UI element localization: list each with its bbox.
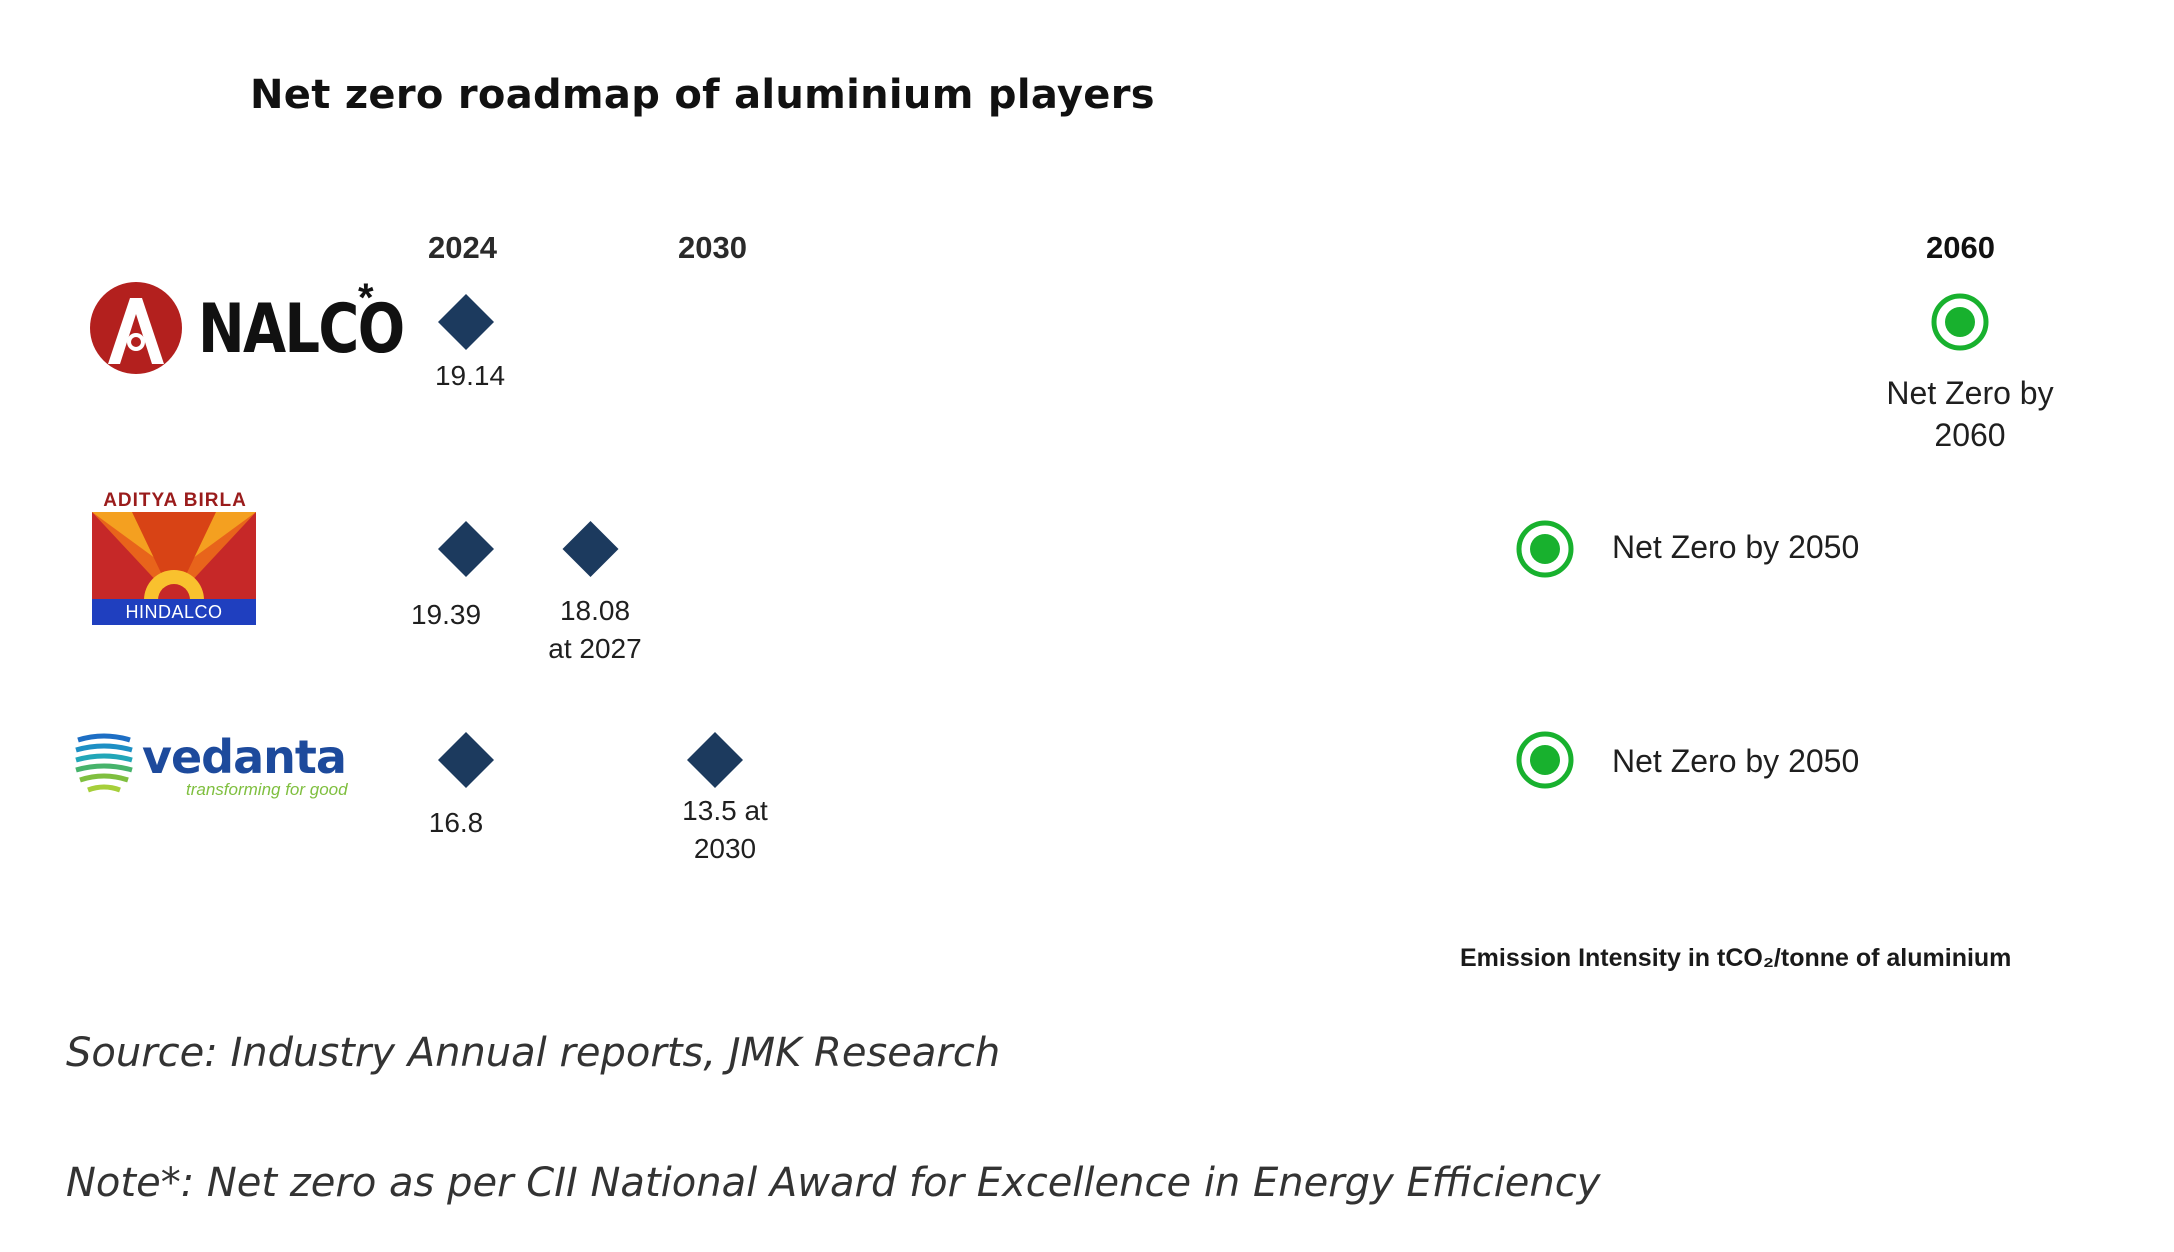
hindalco-text: HINDALCO [92, 599, 256, 625]
vedanta-milestone-diamond-0 [687, 732, 743, 788]
hindalco-milestone-line1: 18.08 [559, 595, 631, 626]
vedanta-logo-icon [75, 733, 133, 793]
source-text: Source: Industry Annual reports, JMK Res… [66, 1030, 1001, 1076]
vedanta-milestone-line1: 13.5 at [682, 795, 768, 826]
nalco-netzero-line2: 2060 [1934, 417, 2006, 453]
nalco-netzero-label: Net Zero by 2060 [1860, 372, 2080, 456]
aditya-birla-text: ADITYA BIRLA [103, 490, 247, 511]
vedanta-tagline: transforming for good [186, 780, 348, 799]
year-label-2024: 2024 [428, 230, 497, 265]
nalco-netzero-dot [1945, 307, 1975, 337]
chart-title: Net zero roadmap of aluminium players [250, 72, 1155, 118]
hindalco-netzero-label: Net Zero by 2050 [1612, 529, 1860, 565]
vedanta-start-diamond [438, 732, 494, 788]
hindalco-start-diamond [438, 521, 494, 577]
note-text: Note*: Net zero as per CII National Awar… [66, 1160, 1601, 1206]
vedanta-netzero-dot [1530, 745, 1560, 775]
nalco-logo-icon [90, 282, 182, 374]
vedanta-wordmark: vedanta [142, 730, 347, 784]
year-label-2030: 2030 [678, 230, 747, 265]
unit-label: Emission Intensity in tCO₂/tonne of alum… [1460, 944, 2012, 972]
aditya-birla-sun-logo-icon [92, 512, 256, 600]
hindalco-milestone-line2: at 2027 [548, 633, 642, 664]
nalco-start-label: 19.14 [434, 360, 506, 391]
hindalco-start-label: 19.39 [410, 599, 482, 630]
vedanta-start-label: 16.8 [428, 807, 484, 838]
nalco-netzero-line1: Net Zero by [1886, 375, 2054, 411]
hindalco-milestone-diamond-0 [562, 521, 619, 577]
nalco-asterisk: * [358, 276, 374, 320]
vedanta-milestone-label: 13.5 at 2030 [660, 792, 790, 868]
vedanta-milestone-line2: 2030 [693, 833, 757, 864]
vedanta-netzero-label: Net Zero by 2050 [1612, 743, 1860, 779]
hindalco-netzero-dot [1530, 534, 1560, 564]
nalco-wordmark: NALCO [198, 290, 405, 369]
hindalco-milestone-label: 18.08 at 2027 [530, 592, 660, 668]
nalco-start-diamond [438, 294, 494, 350]
year-label-2060: 2060 [1926, 230, 1995, 265]
